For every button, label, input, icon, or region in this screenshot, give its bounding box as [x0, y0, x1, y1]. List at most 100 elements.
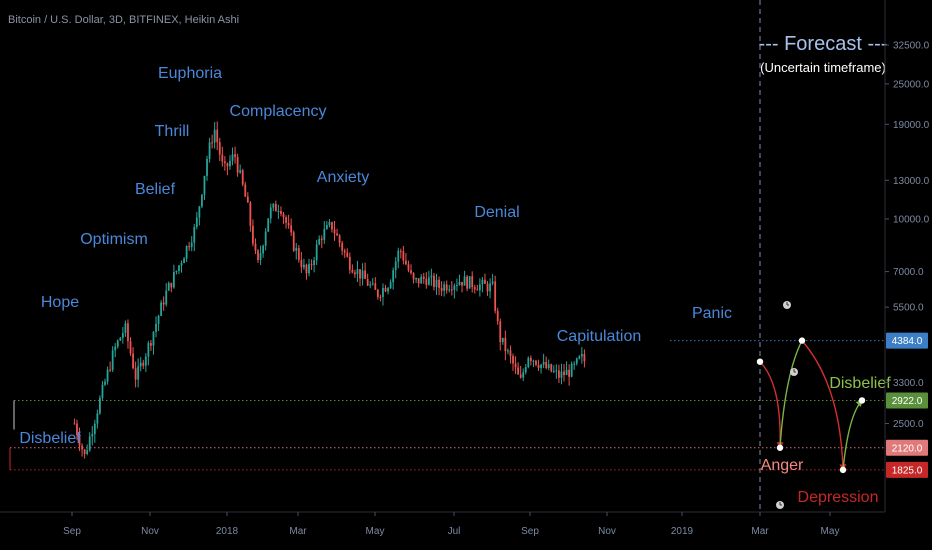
- candle-body: [555, 370, 558, 372]
- candle-body: [147, 343, 150, 357]
- candle-body: [155, 323, 157, 332]
- candle-body: [160, 302, 163, 316]
- candle-body: [264, 231, 267, 246]
- candle-body: [573, 363, 576, 365]
- candle-body: [402, 251, 405, 261]
- candle-body: [328, 222, 331, 225]
- candle-body: [570, 363, 573, 377]
- candle-body: [277, 211, 280, 213]
- candle-body: [333, 229, 336, 234]
- clock-icon: [783, 301, 791, 309]
- candle-body: [134, 368, 137, 380]
- candle-body: [175, 270, 178, 272]
- candle-body: [456, 284, 458, 286]
- time-tick-label: Nov: [141, 526, 159, 537]
- candle-body: [364, 270, 367, 279]
- price-tick-label: 19000.0: [893, 120, 930, 131]
- candle-body: [504, 337, 507, 352]
- candle-body: [387, 288, 389, 292]
- candle-body: [458, 281, 461, 285]
- candle-body: [234, 154, 236, 157]
- candle-body: [417, 278, 420, 284]
- candle-body: [468, 276, 471, 289]
- candle-body: [257, 250, 259, 260]
- forecast-waypoint: [839, 466, 847, 474]
- candle-body: [392, 270, 395, 283]
- candle-body: [244, 184, 247, 197]
- candle-body: [547, 364, 550, 368]
- phase-label: Denial: [474, 204, 519, 221]
- candle-body: [463, 276, 466, 286]
- candle-body: [415, 278, 418, 280]
- phase-label: Capitulation: [557, 328, 642, 345]
- time-tick-label: May: [821, 526, 840, 537]
- time-tick-label: 2019: [671, 526, 694, 537]
- candle-body: [361, 270, 364, 279]
- time-tick-label: Sep: [521, 526, 539, 537]
- candle-body: [96, 413, 99, 424]
- candle-body: [124, 323, 127, 333]
- candle-body: [580, 354, 583, 357]
- candle-body: [315, 244, 318, 261]
- candle-body: [287, 222, 290, 226]
- candle-body: [410, 270, 412, 274]
- candle-body: [290, 225, 293, 233]
- candle-body: [318, 238, 321, 245]
- level-tag: [886, 439, 928, 456]
- candle-body: [81, 445, 83, 450]
- candle-body: [568, 369, 571, 377]
- candle-body: [262, 245, 265, 254]
- level-tag-label: 1825.0: [892, 465, 923, 476]
- candle-body: [91, 434, 94, 437]
- candle-body: [501, 337, 504, 343]
- candle-body: [216, 129, 219, 143]
- candle-body: [524, 367, 527, 373]
- phase-label: Panic: [692, 305, 732, 322]
- candle-body: [532, 360, 535, 362]
- candle-body: [73, 423, 76, 425]
- candle-body: [274, 203, 277, 212]
- candle-body: [450, 289, 453, 291]
- time-tick-label: Jul: [448, 526, 461, 537]
- candle-body: [208, 142, 211, 159]
- candle-body: [303, 264, 305, 268]
- time-axis: Sep Nov 2018 Mar May Jul Sep Nov 2019 Mar May: [0, 511, 885, 537]
- candle-body: [195, 217, 198, 227]
- candle-body: [433, 275, 435, 288]
- candle-body: [550, 364, 553, 372]
- time-tick-label: Sep: [63, 526, 81, 537]
- candle-body: [376, 289, 379, 297]
- candle-body: [445, 284, 448, 291]
- candle-body: [231, 154, 234, 161]
- forecast-waypoint: [756, 358, 764, 365]
- candle-body: [341, 242, 344, 251]
- clock-icon: [776, 501, 784, 509]
- candle-body: [116, 340, 119, 347]
- candle-body: [86, 450, 89, 454]
- time-tick-label: Mar: [289, 526, 307, 537]
- forecast-waypoint: [798, 337, 806, 344]
- candle-body: [269, 207, 272, 219]
- candle-body: [142, 362, 145, 366]
- forecast-label: --- Forecast --- (Uncertain timeframe): [759, 33, 888, 75]
- candle-body: [522, 372, 525, 378]
- candle-body: [354, 272, 356, 275]
- candle-body: [366, 278, 369, 286]
- candle-body: [239, 170, 242, 173]
- level-tag-label: 2120.0: [892, 443, 923, 454]
- candle-body: [198, 206, 201, 218]
- candle-body: [129, 341, 132, 354]
- candle-body: [346, 252, 349, 257]
- candle-body: [323, 229, 326, 240]
- candle-body: [486, 283, 489, 292]
- horizontal-levels: [9, 340, 885, 471]
- candle-body: [578, 356, 581, 359]
- candle-body: [389, 282, 392, 289]
- candle-body: [137, 366, 140, 380]
- candle-body: [104, 381, 106, 385]
- price-tick-label: 7000.0: [893, 267, 924, 278]
- candle-body: [379, 296, 382, 298]
- candle-body: [206, 158, 208, 176]
- candle-body: [157, 315, 160, 324]
